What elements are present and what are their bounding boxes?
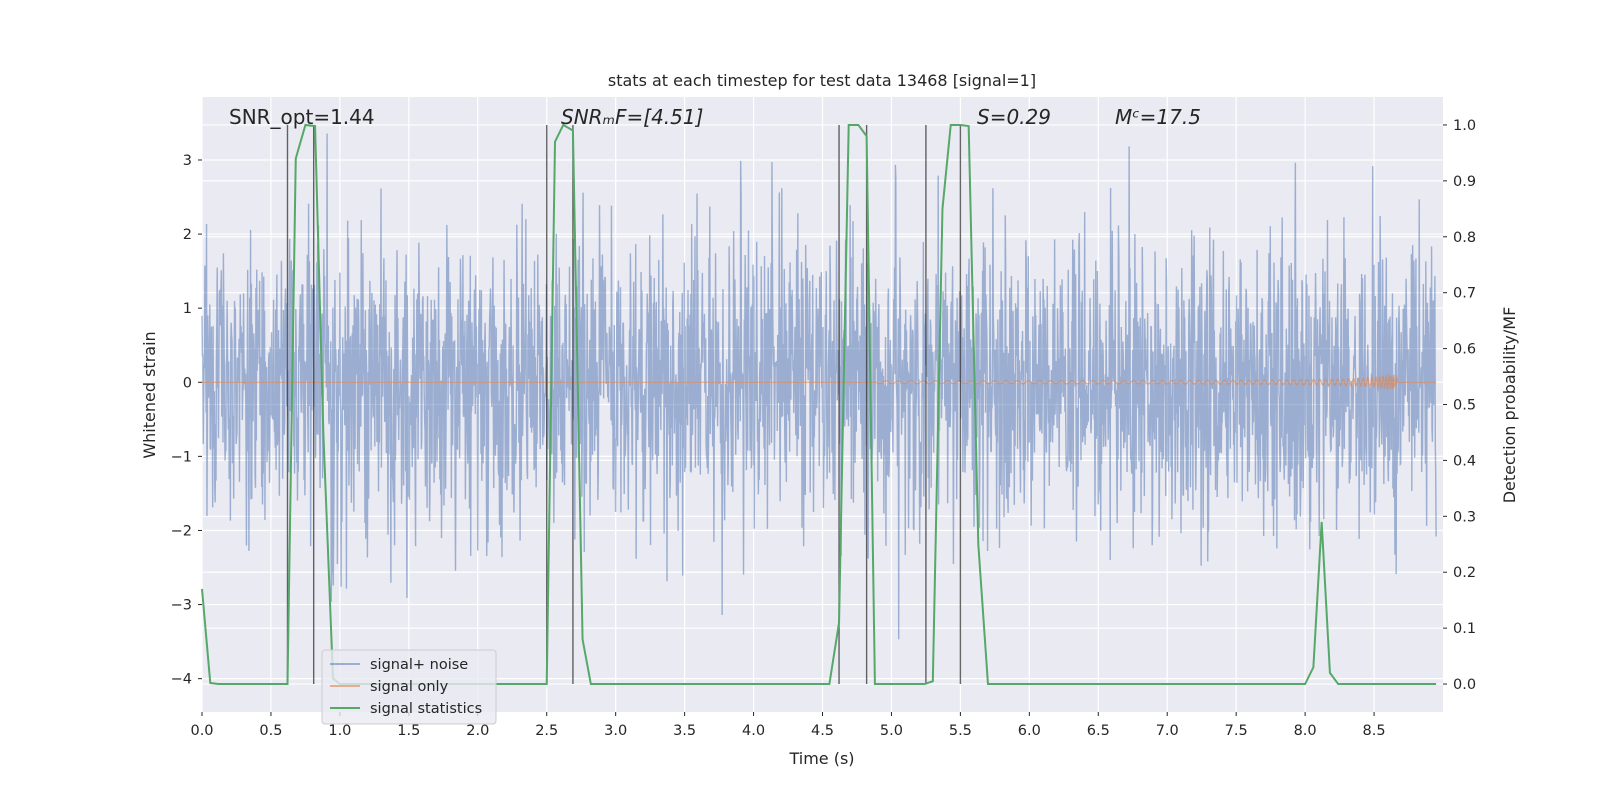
x-tick-label: 1.0 — [328, 723, 351, 739]
legend: signal+ noise signal only signal statist… — [321, 649, 497, 725]
x-tick-label: 0.0 — [190, 723, 213, 739]
y-tick-label: −2 — [171, 523, 192, 539]
x-tick-label: 4.5 — [811, 723, 834, 739]
axis-ticks: 0.0 0.5 1.0 1.5 2.0 2.5 3.0 3.5 4.0 4.5 5.0 5.5 6.0 6… — [171, 118, 1476, 739]
legend-label-noise: signal+ noise — [370, 657, 468, 673]
legend-label-stats: signal statistics — [370, 701, 482, 717]
y2-tick-label: 0.6 — [1453, 342, 1476, 358]
y-tick-label: 0 — [183, 375, 192, 391]
chart-title: stats at each timestep for test data 134… — [608, 71, 1036, 90]
y2-tick-label: 0.5 — [1453, 398, 1476, 414]
y2-tick-label: 0.7 — [1453, 286, 1476, 302]
y2-tick-label: 0.8 — [1453, 230, 1476, 246]
vertical-markers — [286, 124, 962, 685]
y2-tick-label: 0.0 — [1453, 677, 1476, 693]
y2-tick-label: 0.9 — [1453, 174, 1476, 190]
y2-tick-label: 0.4 — [1453, 453, 1476, 469]
x-tick-label: 5.0 — [880, 723, 903, 739]
x-tick-label: 5.5 — [949, 723, 972, 739]
y2-tick-label: 0.3 — [1453, 509, 1476, 525]
y-tick-label: 3 — [183, 153, 192, 169]
y2-tick-label: 1.0 — [1453, 118, 1476, 134]
x-tick-label: 8.0 — [1294, 723, 1317, 739]
stats-line — [201, 123, 1437, 686]
y-tick-label: −1 — [171, 449, 192, 465]
x-tick-label: 7.0 — [1156, 723, 1179, 739]
x-tick-label: 6.5 — [1087, 723, 1110, 739]
x-tick-label: 1.5 — [397, 723, 420, 739]
noise-line — [201, 133, 1437, 640]
y-tick-label: −3 — [171, 598, 192, 614]
annotation-mc-value: Mᶜ=17.5 — [1115, 105, 1201, 129]
series-signal-only — [202, 374, 1437, 390]
x-tick-label: 8.5 — [1363, 723, 1386, 739]
y-tick-label: −4 — [171, 672, 192, 688]
x-tick-label: 6.0 — [1018, 723, 1041, 739]
x-tick-label: 2.5 — [535, 723, 558, 739]
series-signal-statistics — [201, 123, 1437, 686]
legend-label-signal: signal only — [370, 679, 449, 695]
x-tick-label: 3.5 — [673, 723, 696, 739]
x-axis-label: Time (s) — [788, 749, 854, 768]
annotations: SNR_opt=1.44 SNRₘF=[4.51] S=0.29 Mᶜ=17.5 — [229, 105, 1201, 129]
y2-axis-label: Detection probability/MF — [1500, 307, 1519, 504]
x-tick-label: 4.0 — [742, 723, 765, 739]
y-tick-label: 2 — [183, 227, 192, 243]
x-tick-label: 0.5 — [259, 723, 282, 739]
y-axis-label: Whitened strain — [140, 331, 159, 458]
y2-tick-label: 0.2 — [1453, 565, 1476, 581]
signal-line — [202, 374, 1437, 390]
x-tick-label: 7.5 — [1225, 723, 1248, 739]
x-tick-label: 3.0 — [604, 723, 627, 739]
annotation-s-value: S=0.29 — [977, 105, 1051, 129]
legend-box — [321, 649, 497, 725]
y2-tick-label: 0.1 — [1453, 621, 1476, 637]
series-signal-noise — [201, 133, 1437, 640]
x-tick-label: 2.0 — [466, 723, 489, 739]
y-tick-label: 1 — [183, 301, 192, 317]
annotation-snr-opt: SNR_opt=1.44 — [229, 105, 375, 129]
annotation-snr-mf: SNRₘF=[4.51] — [561, 105, 703, 129]
